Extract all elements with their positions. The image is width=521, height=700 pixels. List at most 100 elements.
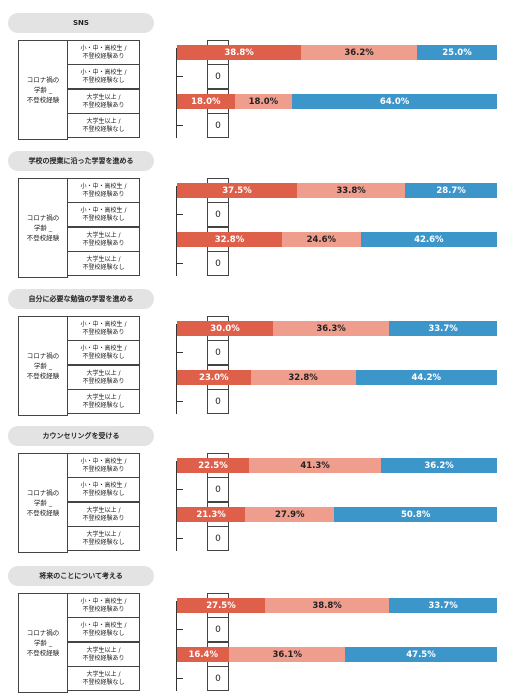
group-label-line: 学齢 _ [33,362,53,370]
sample-count: 0 [207,477,229,502]
category-label: 小・中・高校生 / 不登校経験あり [67,316,140,341]
group-label-line: 学齢 _ [33,86,53,94]
category-label-line: 大学生以上 / [86,231,121,239]
category-label-line: 不登校経験あり [82,605,125,613]
stacked-bar: 22.5% 41.3% 36.2% [177,458,497,473]
chart-title: 自分に必要な勉強の学習を進める [8,289,154,309]
category-label-line: 不登校経験あり [82,465,125,473]
category-label-line: 不登校経験あり [82,654,125,662]
category-label: 小・中・高校生 / 不登校経験あり [67,178,140,203]
bar-segment: 21.3% [177,507,246,522]
group-label-text: コロナ禍の学齢 _ 不登校経験 [27,351,60,381]
bar-segment: 18.0% [177,94,235,109]
group-label-line: 学齢 _ [33,224,53,232]
axis-tick [176,352,183,353]
category-label-line: 大学生以上 / [86,506,121,514]
sample-count: 0 [207,617,229,642]
category-label: 大学生以上 / 不登校経験なし [67,113,140,138]
group-label-line: コロナ禍の [26,629,60,637]
bar-segment: 27.5% [177,598,265,613]
stacked-bar: 18.0% 18.0% 64.0% [177,94,497,109]
bar-segment: 22.5% [177,458,249,473]
stacked-bar: 27.5% 38.8% 33.7% [177,598,497,613]
category-label: 小・中・高校生 / 不登校経験なし [67,477,140,502]
category-label: 小・中・高校生 / 不登校経験なし [67,64,140,89]
category-label-line: 大学生以上 / [86,369,121,377]
bar-segment: 16.4% [177,647,230,662]
bar-segment: 32.8% [177,232,282,247]
sample-count: 0 [207,340,229,365]
category-label-line: 不登校経験なし [82,678,125,686]
group-label-line: コロナ禍の [26,489,60,497]
bar-segment: 30.0% [177,321,273,336]
bar-segment: 37.5% [177,183,297,198]
category-label-line: 小・中・高校生 / [80,44,127,52]
axis-tick [176,125,183,126]
group-label-text: コロナ禍の学齢 _ 不登校経験 [27,213,60,243]
category-label-line: 不登校経験あり [82,190,125,198]
sample-count: 0 [207,202,229,227]
category-label: 小・中・高校生 / 不登校経験なし [67,617,140,642]
category-label-line: 大学生以上 / [86,117,121,125]
category-label: 大学生以上 / 不登校経験なし [67,666,140,691]
category-label-line: 小・中・高校生 / [80,320,127,328]
category-label-line: 不登校経験あり [82,239,125,247]
axis-tick [176,629,183,630]
sample-count: 0 [207,113,229,138]
category-label: 大学生以上 / 不登校経験あり [67,502,140,527]
category-label-line: 小・中・高校生 / [80,206,127,214]
category-axis [176,186,177,276]
bar-segment: 18.0% [234,94,293,109]
group-label-text: コロナ禍の 学齢 _ 不登校経験 [27,628,60,658]
group-label: コロナ禍の 学齢 _ 不登校経験 [18,593,68,693]
bar-segment: 23.0% [177,370,251,385]
group-label-line: 学齢 _ [33,499,53,507]
group-label: コロナ禍の学齢 _ 不登校経験 [18,453,68,553]
category-label-line: 小・中・高校生 / [80,68,127,76]
category-label: 大学生以上 / 不登校経験あり [67,365,140,390]
sample-count: 0 [207,526,229,551]
group-label-line: 不登校経験 [26,649,60,657]
category-label-line: 小・中・高校生 / [80,344,127,352]
category-label-line: 大学生以上 / [86,670,121,678]
group-label-line: コロナ禍の [26,214,60,222]
sample-count: 0 [207,389,229,414]
category-label-line: 小・中・高校生 / [80,457,127,465]
category-label-line: 不登校経験なし [82,489,125,497]
category-label-line: 不登校経験あり [82,52,125,60]
category-label-line: 大学生以上 / [86,93,121,101]
chart-section: 自分に必要な勉強の学習を進める コロナ禍の 学齢 _ 不登校経験 小・中・高校生 / 不登… [0,289,521,417]
category-label-line: 不登校経験なし [82,214,125,222]
category-label-line: 小・中・高校生 / [80,481,127,489]
bar-segment: 38.8% [177,45,302,60]
bar-segment: 36.2% [381,458,497,473]
category-label: 大学生以上 / 不登校経験なし [67,526,140,551]
stacked-bar: 37.5% 33.8% 28.7% [177,183,497,198]
group-label-line: 不登校経験 [26,372,60,380]
category-label: 大学生以上 / 不登校経験なし [67,389,140,414]
stacked-bar: 16.4% 36.1% 47.5% [177,647,497,662]
bar-segment: 32.8% [250,370,356,385]
bar-segment: 36.2% [301,45,417,60]
sample-count: 0 [207,251,229,276]
bar-segment: 47.5% [344,647,497,662]
axis-tick [176,263,183,264]
category-label-line: 大学生以上 / [86,530,121,538]
stacked-bar: 23.0% 32.8% 44.2% [177,370,497,385]
group-label-line: 不登校経験 [26,509,60,517]
category-label-line: 不登校経験なし [82,538,125,546]
bar-segment: 27.9% [245,507,335,522]
category-label-line: 大学生以上 / [86,646,121,654]
category-label-line: 小・中・高校生 / [80,597,127,605]
chart-title: SNS [8,13,154,33]
category-label-line: 不登校経験なし [82,263,125,271]
category-label: 小・中・高校生 / 不登校経験なし [67,202,140,227]
group-label-line: コロナ禍の [26,352,60,360]
bar-segment: 36.1% [229,647,345,662]
category-label-line: 不登校経験あり [82,101,125,109]
group-label-line: 不登校経験 [26,234,60,242]
chart-section: カウンセリングを受ける コロナ禍の 学齢 _ 不登校経験 小・中・高校生 / 不登校経験あ… [0,426,521,554]
category-label-line: 不登校経験なし [82,76,125,84]
bar-segment: 64.0% [292,94,497,109]
